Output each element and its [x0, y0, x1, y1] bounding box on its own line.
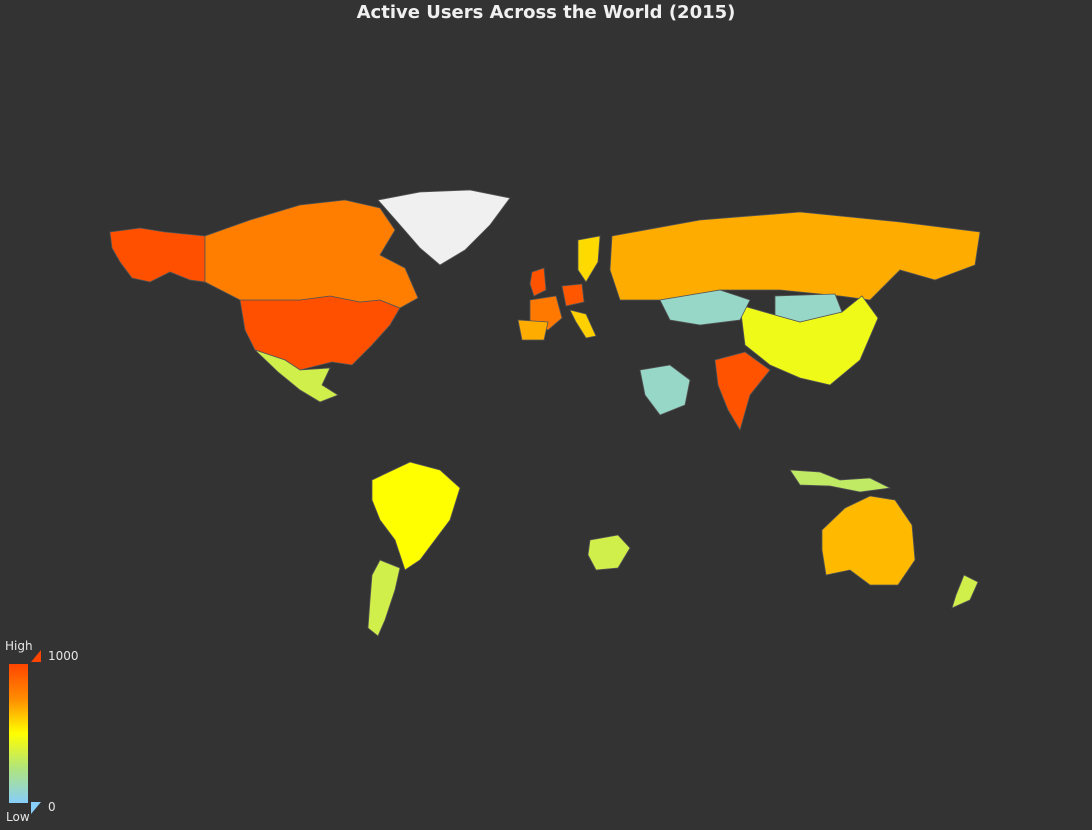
region-russia[interactable] — [609, 211, 981, 301]
region-saudi-arabia[interactable] — [639, 364, 691, 416]
region-italy[interactable] — [569, 309, 597, 339]
legend-max-value: 1000 — [48, 649, 79, 663]
legend-min-value: 0 — [48, 800, 56, 814]
region-sweden[interactable] — [577, 235, 601, 283]
region-new-zealand[interactable] — [951, 574, 979, 609]
region-spain[interactable] — [517, 319, 549, 341]
region-australia[interactable] — [821, 495, 916, 586]
legend-gradient-bar — [9, 664, 28, 803]
legend-high-arrow-icon — [31, 650, 41, 662]
region-south-africa[interactable] — [587, 534, 631, 571]
region-india[interactable] — [714, 351, 771, 431]
region-kazakhstan[interactable] — [659, 289, 751, 326]
region-canada[interactable] — [204, 199, 419, 309]
region-mexico[interactable] — [254, 349, 339, 403]
region-mongolia[interactable] — [774, 293, 843, 323]
region-brazil[interactable] — [371, 461, 461, 571]
region-indonesia[interactable] — [789, 469, 892, 493]
legend-high-label: High — [5, 639, 33, 653]
region-alaska[interactable] — [109, 227, 206, 283]
legend-low-label: Low — [6, 810, 30, 824]
region-greenland[interactable] — [377, 189, 511, 266]
region-united-kingdom[interactable] — [529, 267, 547, 297]
map-title: Active Users Across the World (2015) — [356, 2, 736, 23]
region-germany[interactable] — [561, 283, 585, 307]
legend-low-arrow-icon — [31, 802, 41, 814]
region-argentina[interactable] — [367, 559, 401, 637]
color-legend: High 1000 0 Low — [0, 636, 110, 830]
